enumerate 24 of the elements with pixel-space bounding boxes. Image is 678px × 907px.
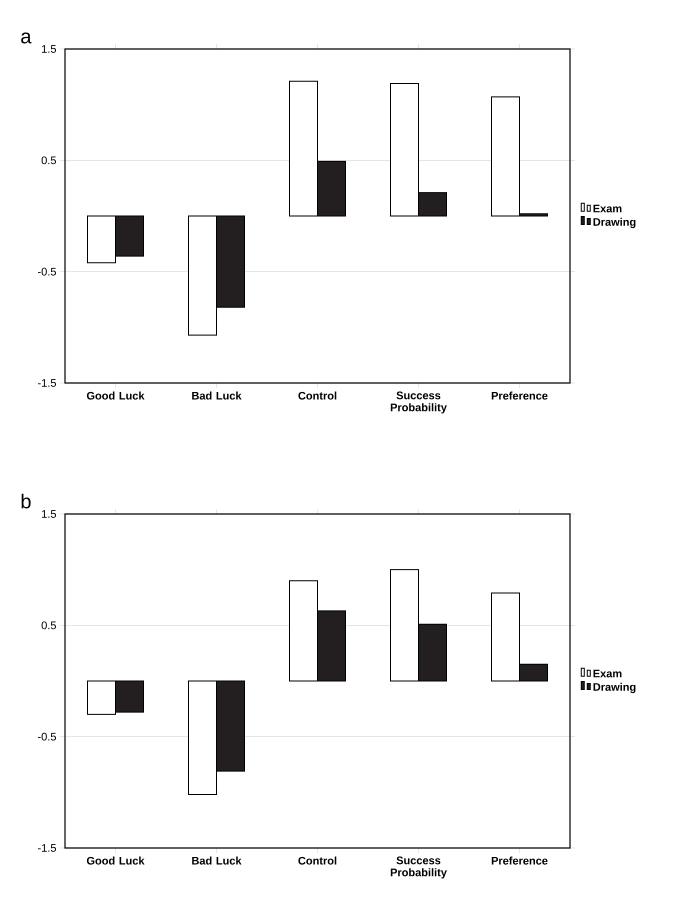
legend-label: Exam bbox=[594, 670, 622, 678]
x-tick-label: Success Probability bbox=[390, 392, 447, 414]
y-tick-label: 1.5 bbox=[42, 510, 56, 518]
y-tick-label: 0.5 bbox=[42, 156, 56, 164]
x-tick-label: Bad Luck bbox=[192, 856, 242, 865]
x-tick-label: Preference bbox=[492, 856, 548, 865]
y-tick-label: 0.5 bbox=[42, 621, 56, 630]
chart-title: a bbox=[21, 32, 32, 44]
y-tick-label: -1.5 bbox=[38, 844, 56, 852]
legend-label: Drawing bbox=[594, 682, 636, 694]
y-tick-label: -0.5 bbox=[38, 268, 56, 276]
legend-label: Exam bbox=[594, 204, 622, 212]
x-tick-label: Good Luck bbox=[86, 392, 145, 400]
x-tick-label: Success Probability bbox=[390, 856, 447, 878]
y-tick-label: -0.5 bbox=[38, 732, 56, 741]
x-tick-label: Preference bbox=[492, 392, 548, 400]
x-tick-label: Good Luck bbox=[86, 856, 145, 865]
y-tick-label: -1.5 bbox=[38, 379, 56, 387]
x-tick-label: Bad Luck bbox=[192, 392, 242, 400]
x-tick-label: Control bbox=[298, 856, 336, 865]
y-tick-label: 1.5 bbox=[42, 45, 56, 53]
chart-title: b bbox=[22, 494, 31, 508]
x-tick-label: Control bbox=[298, 392, 336, 400]
legend-label: Drawing bbox=[594, 218, 636, 228]
